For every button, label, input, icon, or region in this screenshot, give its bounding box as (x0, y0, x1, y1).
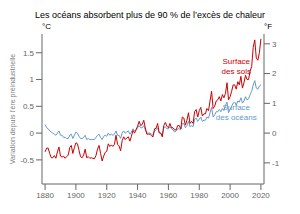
svg-text:0: 0 (272, 129, 277, 138)
svg-text:1: 1 (30, 75, 35, 84)
html-text:Les océans absorbent plus de 9: Les océans absorbent plus de 90 % de l’e… (34, 10, 266, 20)
svg-text:0.5: 0.5 (23, 102, 35, 111)
svg-text:-0.5: -0.5 (20, 156, 34, 165)
svg-text:2000: 2000 (221, 191, 239, 200)
svg-text:-1: -1 (272, 159, 280, 168)
html-text:Surface des océans: Surface des océans (215, 103, 257, 122)
svg-text:3: 3 (272, 40, 277, 49)
svg-text:1900: 1900 (67, 191, 85, 200)
html-text:°C: °C (42, 22, 51, 31)
svg-text:1: 1 (272, 99, 277, 108)
html-text:°F: °F (264, 22, 273, 31)
svg-text:1920: 1920 (98, 191, 116, 200)
svg-text:1880: 1880 (36, 191, 54, 200)
svg-text:1960: 1960 (160, 191, 178, 200)
svg-text:0: 0 (30, 129, 35, 138)
svg-text:1.5: 1.5 (23, 49, 35, 58)
svg-text:1980: 1980 (190, 191, 208, 200)
svg-text:Variation depuis l’ère préindu: Variation depuis l’ère préindustrielle (9, 54, 17, 164)
svg-text:2: 2 (272, 69, 277, 78)
html-text:Surface des sols: Surface des sols (221, 57, 251, 77)
svg-text:1940: 1940 (129, 191, 147, 200)
svg-text:2020: 2020 (252, 191, 270, 200)
